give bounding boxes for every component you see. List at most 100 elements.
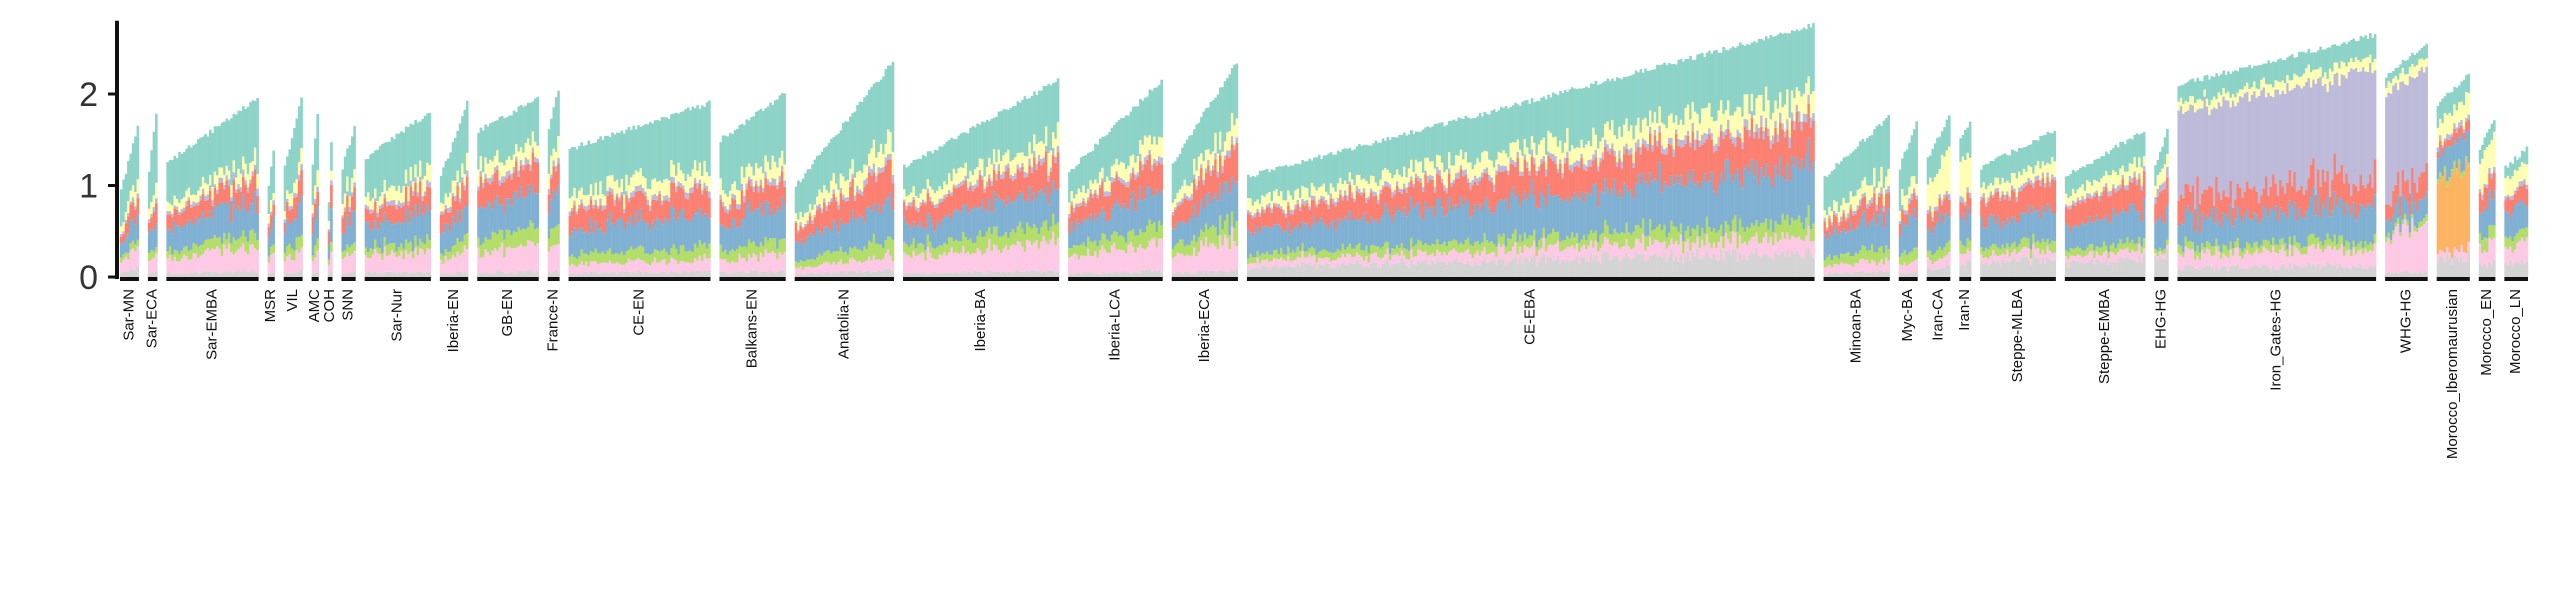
bar-segment [498, 180, 502, 186]
bar-segment [534, 192, 537, 229]
bar-segment [950, 137, 953, 181]
bar-segment [1443, 190, 1446, 217]
bar-segment [773, 179, 777, 186]
bar-segment [454, 244, 457, 258]
bar-segment [936, 150, 939, 191]
bar-segment [682, 245, 685, 262]
bar-segment [237, 189, 240, 207]
bar-segment [1622, 76, 1626, 125]
bar-segment [1211, 270, 1215, 277]
bar-segment [1615, 232, 1619, 243]
bar-segment [517, 271, 521, 277]
bar-segment [1488, 159, 1491, 175]
bar-segment [1547, 130, 1550, 152]
bar-segment [750, 270, 753, 277]
bar-segment [1710, 231, 1714, 248]
bar-segment [978, 124, 982, 159]
bar-segment [1722, 131, 1725, 139]
bar-segment [969, 171, 972, 182]
bar-segment [1251, 263, 1255, 268]
bar-segment [1351, 150, 1354, 180]
bar-segment [1272, 205, 1276, 225]
bar-segment [1568, 170, 1572, 203]
bar-segment [1298, 207, 1302, 211]
bar-segment [1566, 157, 1569, 197]
bar-segment [213, 235, 217, 250]
bar-segment [1219, 270, 1222, 277]
bar-segment [1540, 190, 1543, 239]
bar-segment [962, 231, 965, 247]
bar-segment [962, 246, 965, 271]
bar-segment [1729, 138, 1733, 175]
bar-segment [1589, 159, 1593, 167]
bar-segment [912, 250, 916, 273]
bar-segment [1540, 238, 1543, 248]
bar-segment [397, 247, 401, 256]
bar-segment [797, 262, 800, 269]
bar-segment [651, 123, 654, 180]
bar-segment [1568, 165, 1572, 171]
bar-segment [1615, 196, 1619, 233]
bar-segment [1743, 256, 1747, 277]
bar-segment [964, 253, 968, 274]
bar-segment [1703, 245, 1707, 257]
bar-segment [663, 271, 666, 277]
bar-segment [693, 243, 697, 259]
bar-segment [353, 242, 356, 251]
bar-segment [933, 231, 937, 249]
bar-segment [1686, 130, 1690, 136]
bar-segment [180, 212, 184, 229]
bar-segment [1734, 48, 1737, 112]
bar-segment [686, 272, 690, 277]
bar-segment [534, 98, 537, 142]
bar-segment [1291, 266, 1295, 277]
bar-segment [503, 176, 506, 183]
bar-segment [272, 244, 275, 253]
bar-segment [1722, 260, 1725, 277]
bar-segment [411, 191, 415, 196]
bar-segment [461, 273, 464, 277]
bar-segment [1287, 201, 1290, 206]
bar-segment [945, 184, 949, 194]
bar-segment [1367, 262, 1371, 269]
bar-segment [947, 173, 951, 190]
bar-segment [1658, 242, 1662, 256]
bar-segment [293, 250, 296, 261]
bar-segment [1313, 186, 1316, 196]
bar-segment [1653, 228, 1657, 240]
bar-segment [1011, 201, 1015, 229]
bar-segment [1698, 247, 1702, 259]
bar-segment [1381, 246, 1385, 258]
bar-segment [1214, 272, 1217, 277]
bar-segment [1580, 139, 1584, 154]
bar-segment [1634, 251, 1638, 277]
bar-segment [582, 232, 586, 254]
bar-segment [1507, 175, 1510, 210]
bar-segment [489, 239, 492, 256]
bar-segment [449, 192, 452, 207]
bar-segment [1221, 172, 1224, 195]
bar-segment [698, 183, 702, 209]
bar-segment [1412, 246, 1416, 257]
bar-segment [1157, 136, 1161, 157]
bar-segment [1594, 230, 1598, 241]
bar-segment [1405, 258, 1409, 266]
bar-segment [411, 272, 415, 277]
bar-segment [1155, 87, 1159, 145]
bar-segment [286, 256, 289, 273]
bar-segment [1656, 240, 1659, 257]
bar-segment [1353, 198, 1356, 202]
bar-segment [381, 253, 384, 261]
bar-segment [1113, 231, 1116, 243]
bar-segment [1044, 151, 1048, 186]
bar-segment [919, 221, 923, 244]
bar-segment [477, 208, 480, 238]
bar-segment [155, 198, 158, 204]
bar-segment [175, 274, 179, 277]
bar-segment [1014, 106, 1017, 158]
bar-segment [1143, 249, 1147, 271]
bar-segment [1514, 102, 1517, 143]
bar-segment [1573, 248, 1576, 260]
bar-segment [1618, 78, 1621, 127]
bar-segment [1753, 236, 1756, 255]
